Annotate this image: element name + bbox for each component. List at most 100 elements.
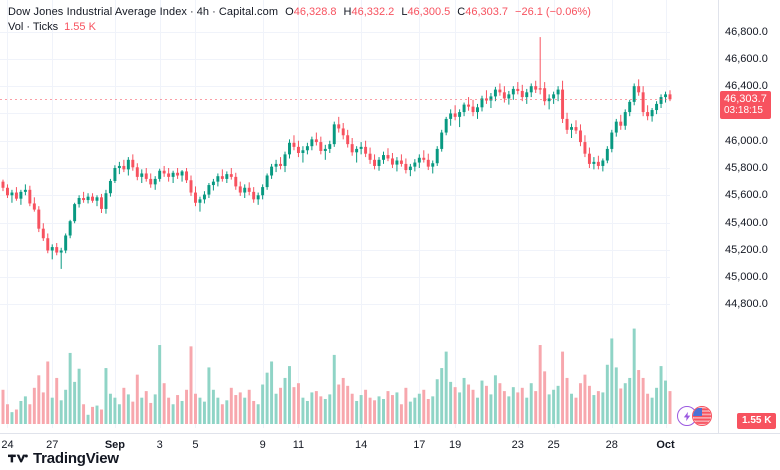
volume-badge[interactable]: 1.55 K xyxy=(737,413,777,429)
candle-body xyxy=(641,92,645,113)
candle-body xyxy=(458,112,462,117)
volume-bar xyxy=(346,385,350,424)
candle-body xyxy=(122,165,126,170)
volume-bar xyxy=(100,409,103,424)
candle-body xyxy=(632,86,636,102)
candle-body xyxy=(153,178,157,185)
volume-bar xyxy=(422,389,426,424)
volume-bar xyxy=(655,387,659,424)
candle-body xyxy=(185,171,189,181)
candle-body xyxy=(493,89,497,97)
volume-bar xyxy=(55,377,59,424)
candle-body xyxy=(623,112,627,126)
time-tick-label: 9 xyxy=(259,439,266,451)
candle-body xyxy=(95,197,99,201)
volume-bar xyxy=(104,368,108,424)
volume-bar xyxy=(28,404,32,424)
volume-bar xyxy=(382,398,385,424)
volume-bar xyxy=(149,402,153,424)
volume-bar xyxy=(364,389,368,424)
candle-body xyxy=(1,181,5,188)
volume-bar xyxy=(552,389,556,424)
volume-bar xyxy=(395,392,399,424)
price-tick-label: 46,400.0 xyxy=(725,80,768,93)
candle-body xyxy=(82,198,86,201)
candle-body xyxy=(32,203,36,210)
last-price-badge[interactable]: 46,303.7 03:18:15 xyxy=(720,91,771,120)
us-flag-icon[interactable] xyxy=(692,406,712,426)
candle-body xyxy=(650,110,654,117)
price-axis[interactable]: 46,800.046,600.046,400.046,200.046,000.0… xyxy=(718,0,780,433)
candle-body xyxy=(547,98,551,102)
candle-body xyxy=(520,90,524,98)
volume-bar xyxy=(41,392,45,424)
volume-bar xyxy=(426,398,430,424)
volume-bar xyxy=(498,383,502,424)
volume-bar xyxy=(601,392,605,424)
volume-bar xyxy=(641,377,645,424)
volume-bar xyxy=(659,366,663,424)
candle-body xyxy=(529,86,533,93)
volume-bar xyxy=(243,397,247,424)
volume-bar xyxy=(525,397,529,424)
volume-bar xyxy=(413,397,417,424)
candle-body xyxy=(247,187,251,192)
volume-bar xyxy=(623,383,627,424)
volume-bar xyxy=(296,383,300,424)
candle-body xyxy=(37,209,41,229)
candle-body xyxy=(659,97,663,104)
volume-bar xyxy=(458,392,462,424)
volume-bar xyxy=(547,394,551,424)
candle-body xyxy=(552,94,556,99)
last-price-countdown: 03:18:15 xyxy=(724,105,763,117)
candle-body xyxy=(310,139,314,147)
candle-body xyxy=(655,103,659,111)
candle-body xyxy=(386,155,390,159)
candle-body xyxy=(283,154,287,166)
candle-body xyxy=(525,92,529,98)
candle-body xyxy=(346,135,350,145)
candle-body xyxy=(144,173,148,179)
tradingview-logo[interactable]: TradingView xyxy=(8,450,119,467)
volume-bar xyxy=(399,404,403,424)
candle-body xyxy=(543,88,547,102)
volume-bar xyxy=(556,385,560,424)
volume-bar xyxy=(373,400,377,424)
volume-bar xyxy=(476,397,479,424)
volume-bar xyxy=(220,404,224,424)
candle-body xyxy=(341,128,345,136)
volume-bar xyxy=(583,374,587,424)
volume-bar xyxy=(529,383,533,424)
volume-bar xyxy=(520,387,524,424)
candle-body xyxy=(377,159,381,166)
candle-body xyxy=(274,163,278,167)
candle-body xyxy=(556,89,560,95)
volume-bar xyxy=(171,404,175,424)
candle-body xyxy=(516,88,520,91)
volume-bar xyxy=(252,400,256,424)
candle-body xyxy=(256,195,260,200)
candle-body xyxy=(511,88,515,95)
volume-bar xyxy=(462,377,466,424)
volume-bar xyxy=(1,389,5,424)
volume-bar xyxy=(225,400,229,424)
volume-bar xyxy=(216,397,220,424)
volume-bar xyxy=(337,384,341,424)
chart-plot-area[interactable] xyxy=(0,0,718,433)
candle-body xyxy=(140,173,144,177)
volume-bar xyxy=(194,393,197,424)
time-axis[interactable]: 24 27 Sep 3 5 9 11 14 17 19 23 25 28 Oct xyxy=(0,433,780,470)
volume-bar xyxy=(82,404,86,424)
volume-bar xyxy=(449,381,453,424)
time-tick-label: 24 xyxy=(1,439,14,451)
candle-body xyxy=(216,176,220,182)
volume-bar xyxy=(144,391,148,424)
candle-body xyxy=(561,89,565,119)
candle-body xyxy=(207,185,211,195)
candle-body xyxy=(422,157,426,160)
candle-body xyxy=(180,171,184,176)
tradingview-mark-icon xyxy=(8,454,28,463)
price-tick-label: 45,000.0 xyxy=(725,271,768,284)
candle-body xyxy=(234,176,238,187)
volume-bar xyxy=(484,385,488,424)
